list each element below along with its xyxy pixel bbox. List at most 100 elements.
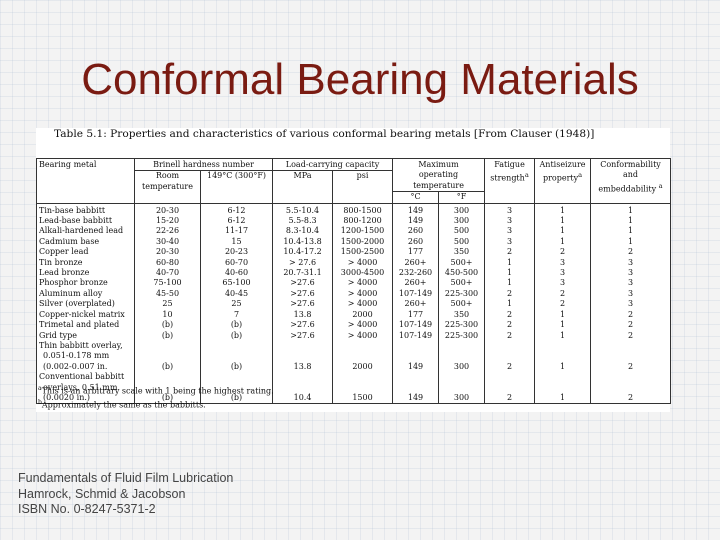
header-load-capacity: Load-carrying capacity — [272, 158, 393, 171]
table-row: Lead-base babbitt 15-20 6-12 5.5-8.3 800… — [36, 216, 672, 227]
cell-fatigue: 1 — [484, 278, 535, 289]
cell-fatigue: 2 — [484, 361, 535, 373]
cell-fatigue: 2 — [484, 309, 535, 321]
cell-bearing-metal: Cadmium base — [36, 236, 135, 248]
cell-mpa: >27.6 — [272, 288, 333, 300]
cell-deg-f: 350 — [438, 309, 485, 321]
cell-deg-f: 300 — [438, 216, 485, 227]
cell-deg-c: 260+ — [392, 257, 439, 269]
table-body: Tin-base babbitt 20-30 6-12 5.5-10.4 800… — [36, 203, 672, 341]
cell-deg-f: 300 — [438, 392, 485, 404]
cell-room-temp: 30-40 — [134, 236, 201, 248]
cell-mpa: 5.5-8.3 — [272, 216, 333, 227]
cell-bearing-metal: (0.002-0.007 in. — [36, 361, 135, 373]
cell-antiseizure: 3 — [534, 268, 591, 279]
table-row: overlays, 0.51 mm — [36, 382, 672, 393]
cell-mpa: 13.8 — [272, 309, 333, 321]
cell-psi: 2000 — [332, 309, 393, 321]
header-149c: 149°C (300°F) — [199, 170, 273, 204]
cell-fatigue: 2 — [484, 330, 535, 341]
table-row: (0.0020 in.) (b) (b) 10.4 1500 149 300 2… — [36, 392, 672, 404]
cell-deg-c: 107-149 — [392, 330, 439, 341]
cell-149c: 6-12 — [199, 216, 273, 227]
cell-conformability: 1 — [590, 236, 672, 248]
header-conformability: Conformability and embeddability a — [590, 158, 672, 204]
cell-149c: 7 — [199, 309, 273, 321]
cell-bearing-metal: Lead-base babbitt — [36, 216, 135, 227]
cell-149c: 20-23 — [199, 247, 273, 258]
cell-psi: > 4000 — [332, 278, 393, 289]
header-deg-c: °C — [392, 191, 439, 204]
cell-149c: 11-17 — [199, 226, 273, 237]
cell-psi: 1500 — [332, 392, 393, 404]
table-row: Aluminum alloy 45-50 40-45 >27.6 > 4000 … — [36, 288, 672, 300]
cell-antiseizure: 1 — [534, 330, 591, 341]
cell-bearing-metal: Trimetal and plated — [36, 320, 135, 331]
cell-psi: > 4000 — [332, 330, 393, 341]
cell-conformability: 3 — [590, 257, 672, 269]
cell-conformability: 3 — [590, 288, 672, 300]
cell-deg-c: 260 — [392, 226, 439, 237]
cell-fatigue: 1 — [484, 299, 535, 310]
cell-room-temp: 15-20 — [134, 216, 201, 227]
cell-psi: 1500-2000 — [332, 236, 393, 248]
cell-room-temp: 75-100 — [134, 278, 201, 289]
header-psi: psi — [332, 170, 393, 204]
cell-fatigue: 1 — [484, 268, 535, 279]
table-row: Grid type (b) (b) >27.6 > 4000 107-149 2… — [36, 330, 672, 341]
cell-conformability: 1 — [590, 216, 672, 227]
cell-deg-c: 107-149 — [392, 320, 439, 331]
cell-deg-c: 149 — [392, 392, 439, 404]
cell-psi: > 4000 — [332, 320, 393, 331]
cell-antiseizure: 2 — [534, 247, 591, 258]
cell-bearing-metal: 0.051-0.178 mm — [36, 351, 135, 362]
table-row: (0.002-0.007 in. (b) (b) 13.8 2000 149 3… — [36, 361, 672, 373]
cell-deg-f: 500+ — [438, 278, 485, 289]
cell-antiseizure: 1 — [534, 216, 591, 227]
cell-antiseizure: 3 — [534, 278, 591, 289]
cell-room-temp: 40-70 — [134, 268, 201, 279]
header-room-temp: Room temperature — [134, 170, 201, 204]
cell-room-temp: (b) — [134, 330, 201, 341]
header-mpa: MPa — [272, 170, 333, 204]
table-row: Lead bronze 40-70 40-60 20.7-31.1 3000-4… — [36, 268, 672, 279]
cell-conformability: 2 — [590, 330, 672, 341]
cell-mpa: >27.6 — [272, 299, 333, 310]
cell-mpa: 5.5-10.4 — [272, 203, 333, 217]
cell-conformability: 3 — [590, 278, 672, 289]
cell-149c: 6-12 — [199, 203, 273, 217]
cell-conformability: 1 — [590, 203, 672, 217]
cell-deg-c: 260+ — [392, 278, 439, 289]
cell-mpa: 13.8 — [272, 361, 333, 373]
cell-antiseizure: 2 — [534, 299, 591, 310]
cell-149c: 65-100 — [199, 278, 273, 289]
table-row: 0.051-0.178 mm — [36, 351, 672, 362]
cell-antiseizure: 3 — [534, 257, 591, 269]
table-caption: Table 5.1: Properties and characteristic… — [54, 128, 595, 140]
cell-deg-c: 149 — [392, 361, 439, 373]
cell-deg-c: 260 — [392, 236, 439, 248]
cell-deg-f: 450-500 — [438, 268, 485, 279]
cell-room-temp: 20-30 — [134, 247, 201, 258]
cell-antiseizure: 1 — [534, 226, 591, 237]
cell-room-temp: 20-30 — [134, 203, 201, 217]
cell-antiseizure: 1 — [534, 236, 591, 248]
cell-bearing-metal: Copper-nickel matrix — [36, 309, 135, 321]
cell-room-temp: 45-50 — [134, 288, 201, 300]
header-fatigue: Fatigue strengtha — [484, 158, 535, 204]
cell-conformability: 1 — [590, 226, 672, 237]
cell-fatigue: 3 — [484, 236, 535, 248]
cell-deg-c: 149 — [392, 203, 439, 217]
cell-fatigue: 3 — [484, 216, 535, 227]
cell-deg-c: 149 — [392, 216, 439, 227]
reference-title: Fundamentals of Fluid Film Lubrication — [18, 471, 234, 485]
cell-psi: 3000-4500 — [332, 268, 393, 279]
cell-mpa: 10.4-13.8 — [272, 236, 333, 248]
cell-deg-f: 300 — [438, 361, 485, 373]
cell-149c: 25 — [199, 299, 273, 310]
cell-room-temp: 10 — [134, 309, 201, 321]
cell-fatigue: 3 — [484, 203, 535, 217]
table-row: Phosphor bronze 75-100 65-100 >27.6 > 40… — [36, 278, 672, 289]
reference-authors: Hamrock, Schmid & Jacobson — [18, 486, 186, 501]
cell-room-temp: 22-26 — [134, 226, 201, 237]
